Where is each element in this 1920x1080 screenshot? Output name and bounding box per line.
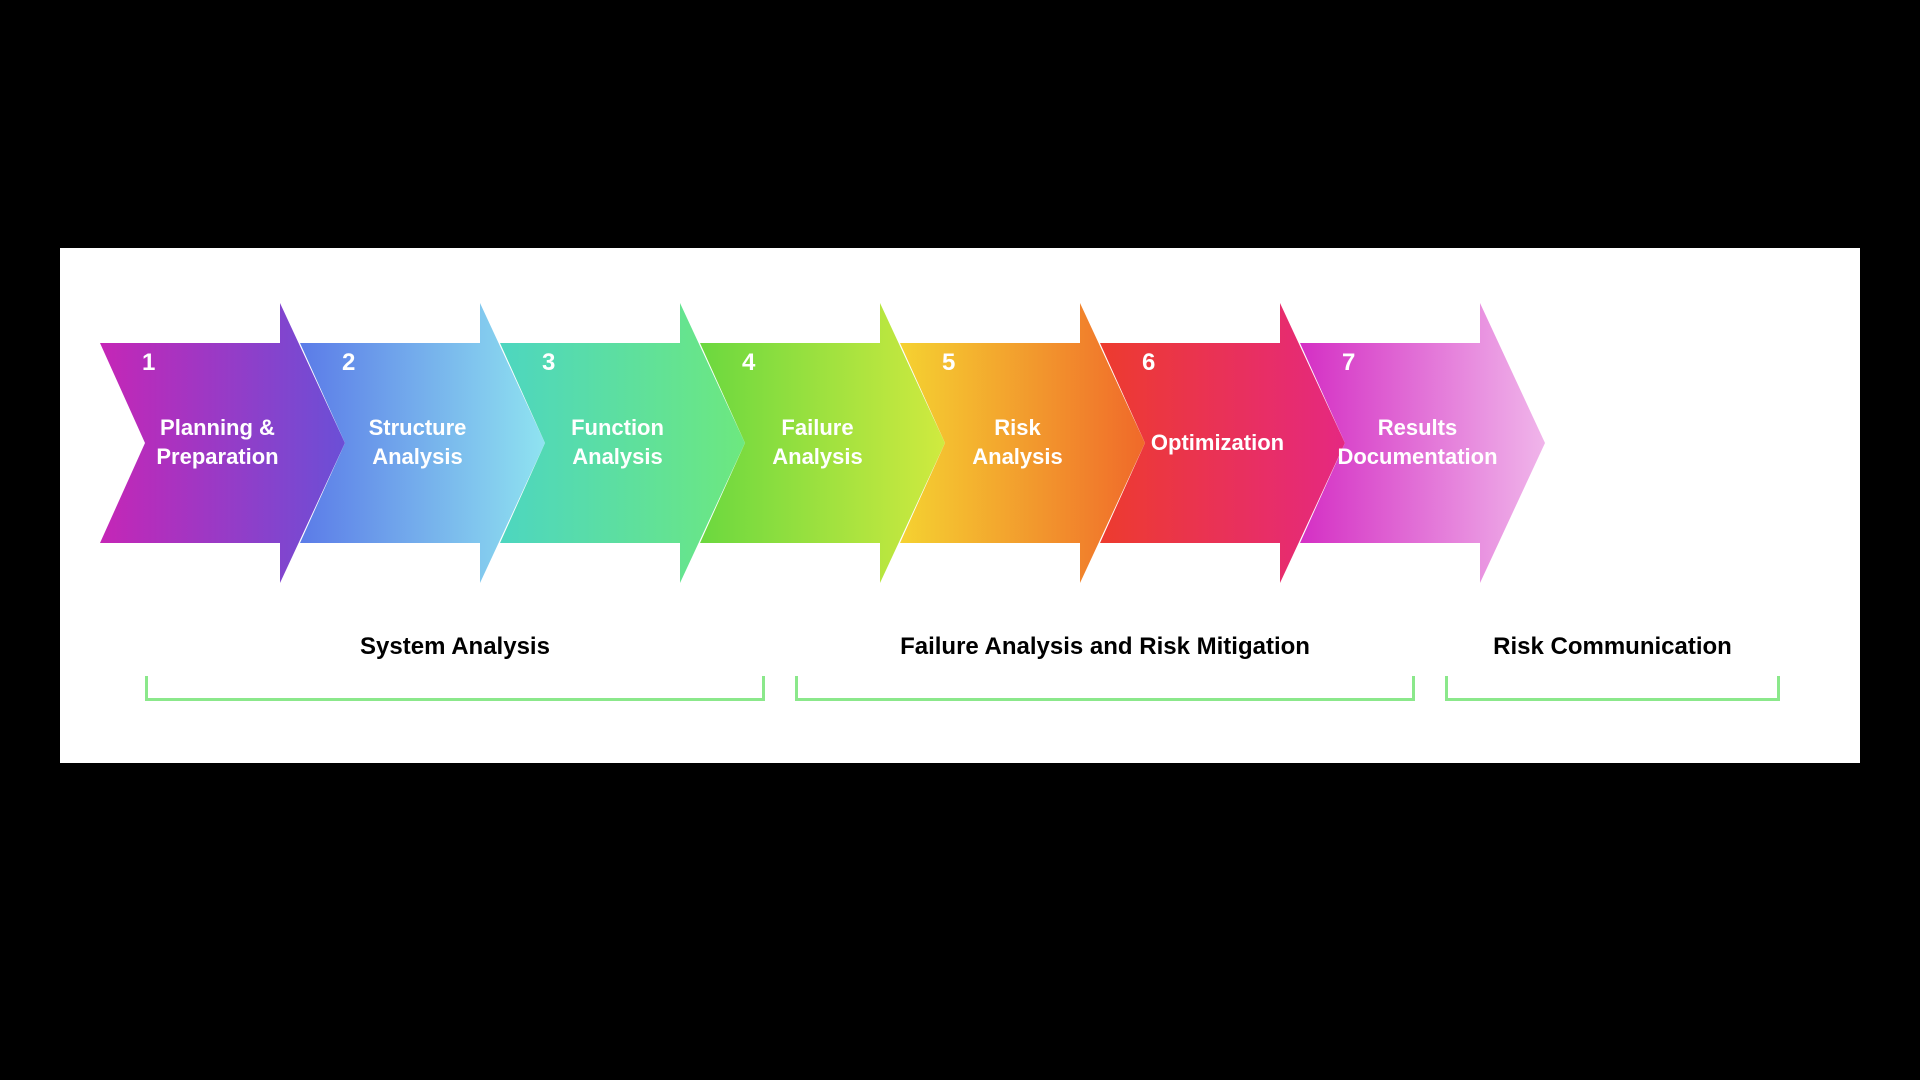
bracket-group-2: Failure Analysis and Risk Mitigation (795, 633, 1415, 701)
arrow-label: Results Documentation (1317, 414, 1507, 471)
diagram-panel: 1 Planning & Preparation 2 Structure Analys… (60, 248, 1860, 763)
bracket-line (1445, 676, 1780, 701)
arrow-label: Planning & Preparation (136, 414, 288, 471)
bracket-label: Failure Analysis and Risk Mitigation (795, 633, 1415, 661)
bracket-label: Risk Communication (1445, 633, 1780, 661)
brackets-row: System Analysis Failure Analysis and Risk… (100, 633, 1820, 713)
bracket-group-1: System Analysis (145, 633, 765, 701)
bracket-group-3: Risk Communication (1445, 633, 1780, 701)
arrow-label: Function Analysis (551, 414, 674, 471)
arrow-number: 7 (1342, 349, 1355, 377)
bracket-line (795, 676, 1415, 701)
process-arrow-7: 7 Results Documentation (1300, 303, 1545, 583)
arrows-row: 1 Planning & Preparation 2 Structure Analys… (100, 303, 1820, 583)
arrow-label: Structure Analysis (349, 414, 477, 471)
arrow-number: 6 (1142, 349, 1155, 377)
bracket-label: System Analysis (145, 633, 765, 661)
arrow-label: Risk Analysis (952, 414, 1073, 471)
arrow-number: 3 (542, 349, 555, 377)
arrow-number: 1 (142, 349, 155, 377)
arrow-content: 7 Results Documentation (1300, 303, 1545, 583)
arrow-label: Failure Analysis (752, 414, 873, 471)
arrow-number: 5 (942, 349, 955, 377)
arrow-label: Optimization (1131, 429, 1294, 458)
bracket-line (145, 676, 765, 701)
arrow-number: 4 (742, 349, 755, 377)
arrow-number: 2 (342, 349, 355, 377)
